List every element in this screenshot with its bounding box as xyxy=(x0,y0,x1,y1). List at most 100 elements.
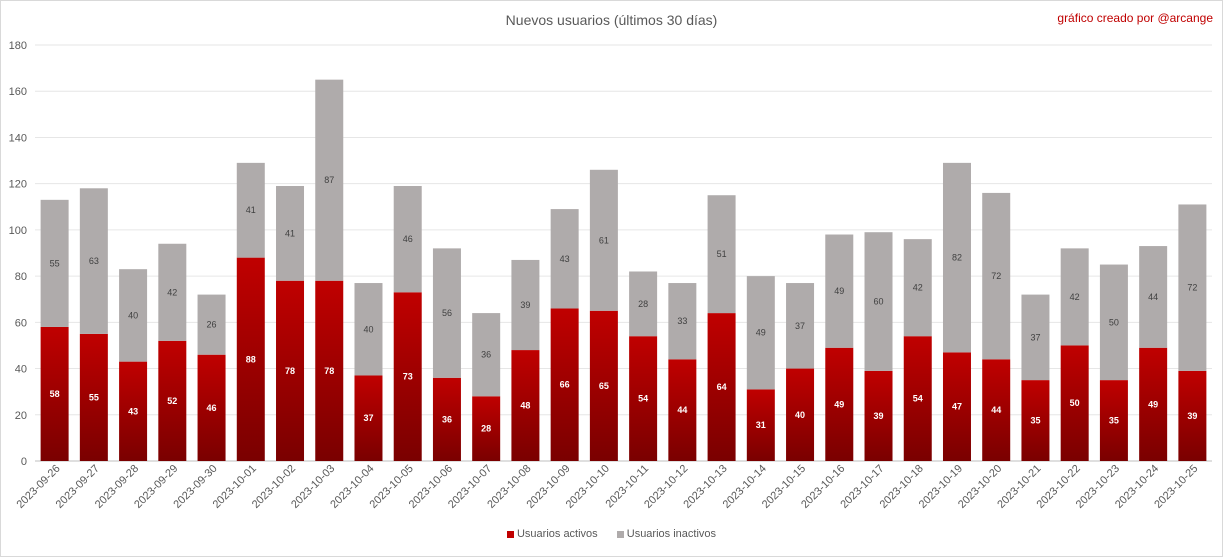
bar-inactive xyxy=(511,259,540,351)
data-label-inactive: 56 xyxy=(442,308,452,318)
data-label-inactive: 42 xyxy=(167,287,177,297)
bar-inactive xyxy=(393,185,422,293)
data-label-inactive: 72 xyxy=(1187,283,1197,293)
data-label-inactive: 51 xyxy=(717,249,727,259)
bar-active xyxy=(1178,370,1207,461)
data-label-active: 44 xyxy=(677,405,687,415)
bar-active xyxy=(1060,345,1089,461)
y-tick-label: 60 xyxy=(15,317,27,329)
bar-inactive xyxy=(825,234,854,348)
y-tick-label: 140 xyxy=(9,132,27,144)
data-label-active: 40 xyxy=(795,410,805,420)
data-label-active: 49 xyxy=(1148,399,1158,409)
bar-inactive xyxy=(589,169,618,311)
chart-legend: Usuarios activos Usuarios inactivos xyxy=(0,528,1223,541)
data-label-active: 39 xyxy=(874,411,884,421)
bar-inactive xyxy=(864,232,893,371)
legend-item-active: Usuarios activos xyxy=(506,528,598,540)
data-label-inactive: 33 xyxy=(677,316,687,326)
data-label-inactive: 26 xyxy=(207,320,217,330)
bar-active xyxy=(79,333,108,461)
bar-active xyxy=(786,368,815,461)
bar-active xyxy=(40,326,69,461)
bar-inactive xyxy=(1178,204,1207,371)
data-label-inactive: 61 xyxy=(599,235,609,245)
data-label-active: 31 xyxy=(756,420,766,430)
bar-active xyxy=(511,350,540,461)
bar-active xyxy=(432,377,461,461)
bar-active xyxy=(550,308,579,461)
bar-active xyxy=(315,280,344,461)
data-label-active: 49 xyxy=(834,399,844,409)
bar-active xyxy=(1139,347,1168,461)
data-label-inactive: 50 xyxy=(1109,317,1119,327)
bar-active xyxy=(472,396,501,461)
data-label-active: 35 xyxy=(1030,416,1040,426)
bar-inactive xyxy=(236,162,265,258)
data-label-inactive: 82 xyxy=(952,253,962,263)
data-label-active: 28 xyxy=(481,424,491,434)
data-label-active: 54 xyxy=(913,394,923,404)
bar-active xyxy=(668,359,697,461)
data-label-inactive: 36 xyxy=(481,350,491,360)
data-label-inactive: 60 xyxy=(874,297,884,307)
bar-active xyxy=(1021,380,1050,461)
legend-item-inactive: Usuarios inactivos xyxy=(616,528,717,540)
bar-inactive xyxy=(1060,248,1089,346)
y-tick-label: 20 xyxy=(15,410,27,422)
bar-inactive xyxy=(1139,246,1168,348)
bar-inactive xyxy=(276,185,305,281)
y-tick-label: 120 xyxy=(9,179,27,191)
bar-inactive xyxy=(629,271,658,337)
bar-inactive xyxy=(472,313,501,397)
y-tick-label: 80 xyxy=(15,271,27,283)
bar-active xyxy=(746,389,775,461)
data-label-inactive: 41 xyxy=(246,205,256,215)
bar-active xyxy=(393,292,422,461)
data-label-inactive: 37 xyxy=(1030,332,1040,342)
chart-credit: gráfico creado por @arcange xyxy=(1057,11,1213,25)
data-label-active: 88 xyxy=(246,354,256,364)
legend-label-inactive: Usuarios inactivos xyxy=(626,528,717,540)
y-tick-label: 40 xyxy=(15,364,27,376)
chart-title: Nuevos usuarios (últimos 30 días) xyxy=(505,12,718,28)
data-label-inactive: 49 xyxy=(834,286,844,296)
data-label-active: 78 xyxy=(285,366,295,376)
data-label-active: 44 xyxy=(991,405,1001,415)
data-label-inactive: 44 xyxy=(1148,292,1158,302)
y-tick-label: 180 xyxy=(9,40,27,52)
bar-inactive xyxy=(315,79,344,281)
bar-active xyxy=(903,336,932,461)
bar-inactive xyxy=(982,192,1011,360)
data-label-active: 52 xyxy=(167,396,177,406)
data-label-inactive: 49 xyxy=(756,328,766,338)
bar-inactive xyxy=(668,283,697,360)
data-label-active: 58 xyxy=(50,389,60,399)
data-label-inactive: 41 xyxy=(285,228,295,238)
bar-active xyxy=(707,313,736,461)
data-label-active: 46 xyxy=(207,403,217,413)
data-label-inactive: 40 xyxy=(128,310,138,320)
data-label-inactive: 28 xyxy=(638,299,648,309)
data-label-inactive: 46 xyxy=(403,234,413,244)
bar-active xyxy=(354,375,383,461)
data-label-active: 43 xyxy=(128,406,138,416)
bar-active xyxy=(629,336,658,461)
data-label-inactive: 72 xyxy=(991,271,1001,281)
bar-active xyxy=(119,361,148,461)
bar-inactive xyxy=(1021,294,1050,381)
data-label-inactive: 63 xyxy=(89,256,99,266)
bar-inactive xyxy=(550,209,579,309)
bar-active xyxy=(864,370,893,461)
data-label-inactive: 42 xyxy=(913,283,923,293)
data-label-inactive: 39 xyxy=(520,300,530,310)
bar-active xyxy=(589,310,618,461)
data-label-active: 35 xyxy=(1109,416,1119,426)
data-label-inactive: 42 xyxy=(1070,292,1080,302)
data-label-active: 48 xyxy=(520,401,530,411)
legend-swatch-inactive xyxy=(616,530,624,538)
legend-swatch-active xyxy=(506,530,514,538)
data-label-active: 37 xyxy=(363,413,373,423)
bar-inactive xyxy=(119,269,148,362)
data-label-inactive: 43 xyxy=(560,254,570,264)
